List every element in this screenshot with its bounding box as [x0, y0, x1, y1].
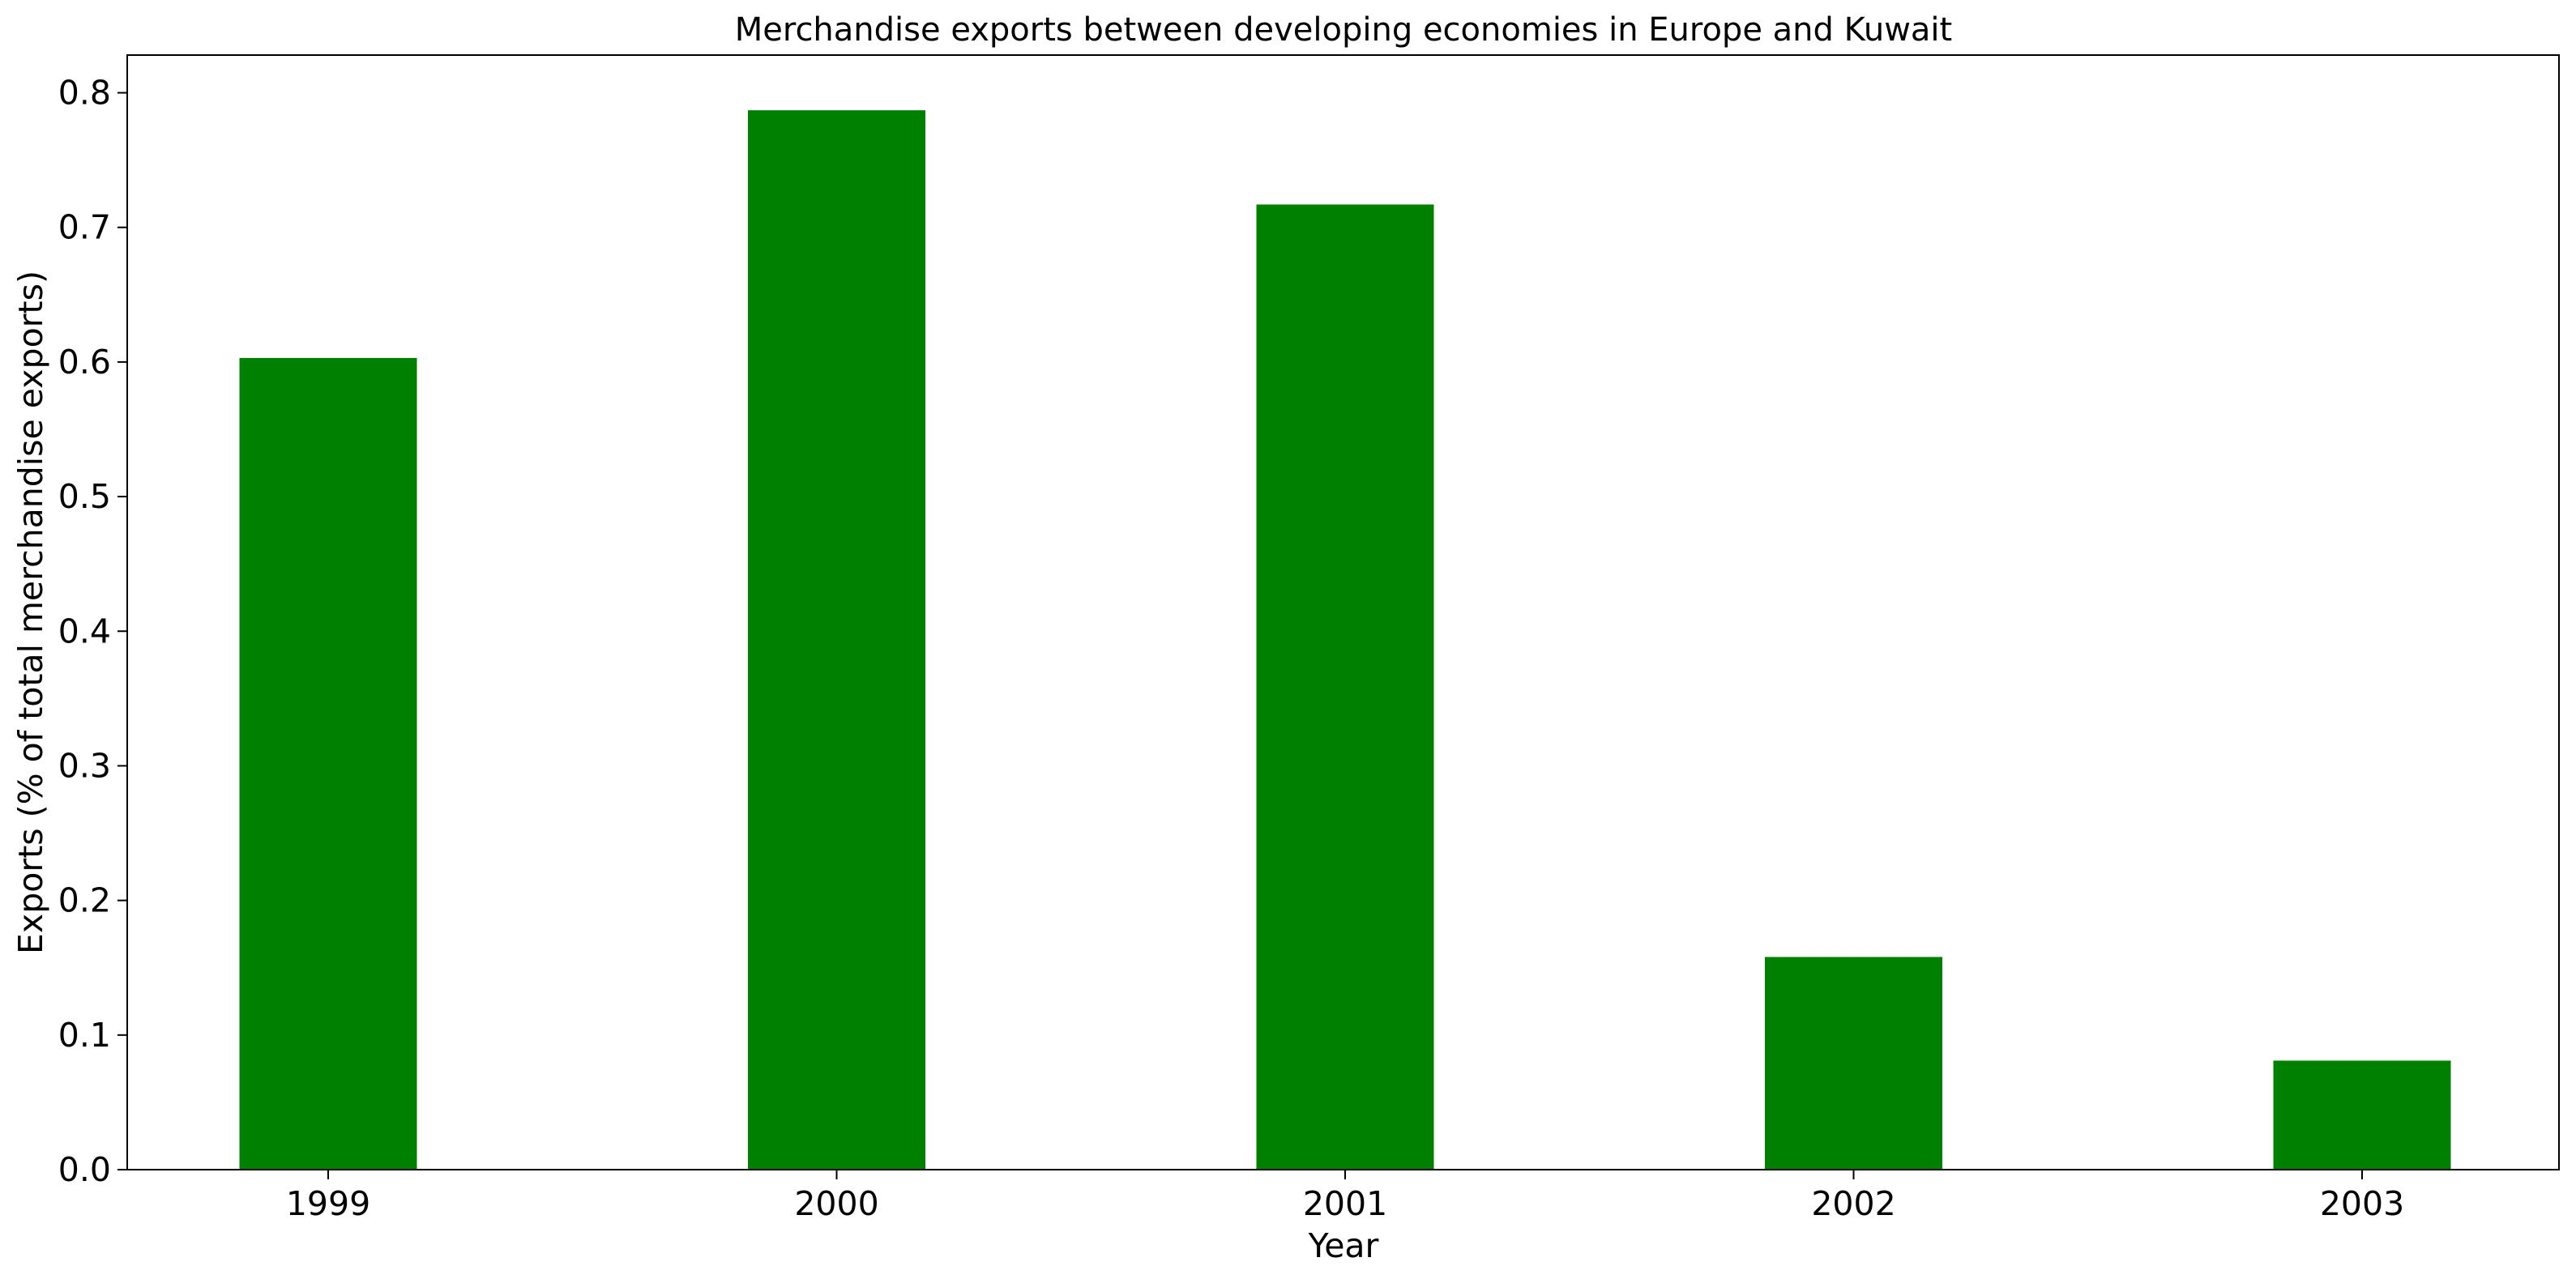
- y-tick-label: 0.8: [58, 74, 111, 113]
- x-tick-label: 2003: [2320, 1184, 2404, 1223]
- y-tick-label: 0.1: [58, 1016, 111, 1055]
- bar-2000: [748, 110, 925, 1170]
- x-tick-label: 2001: [1303, 1184, 1387, 1223]
- y-axis-ticks: 0.0 0.1 0.2 0.3 0.4 0.5 0.6 0.7 0.8: [58, 74, 127, 1189]
- x-tick-label: 1999: [286, 1184, 370, 1223]
- y-tick-label: 0.7: [58, 208, 111, 247]
- bar-2003: [2273, 1060, 2451, 1170]
- chart-title: Merchandise exports between developing e…: [735, 11, 1952, 49]
- y-tick-label: 0.4: [58, 612, 111, 650]
- bar-2002: [1765, 957, 1942, 1170]
- x-axis-ticks: 1999 2000 2001 2002 2003: [286, 1170, 2404, 1223]
- y-tick-label: 0.0: [58, 1150, 111, 1189]
- bar-series: [239, 110, 2451, 1170]
- y-tick-label: 0.3: [58, 746, 111, 785]
- y-axis-label: Exports (% of total merchandise exports): [11, 271, 50, 954]
- x-axis-label: Year: [1308, 1226, 1379, 1265]
- x-tick-label: 2000: [794, 1184, 878, 1223]
- bar-2001: [1256, 204, 1434, 1170]
- x-tick-label: 2002: [1811, 1184, 1895, 1223]
- y-tick-label: 0.2: [58, 881, 111, 920]
- y-tick-label: 0.5: [58, 477, 111, 516]
- y-tick-label: 0.6: [58, 343, 111, 382]
- plot-frame: [126, 54, 2560, 1170]
- bar-1999: [239, 357, 417, 1170]
